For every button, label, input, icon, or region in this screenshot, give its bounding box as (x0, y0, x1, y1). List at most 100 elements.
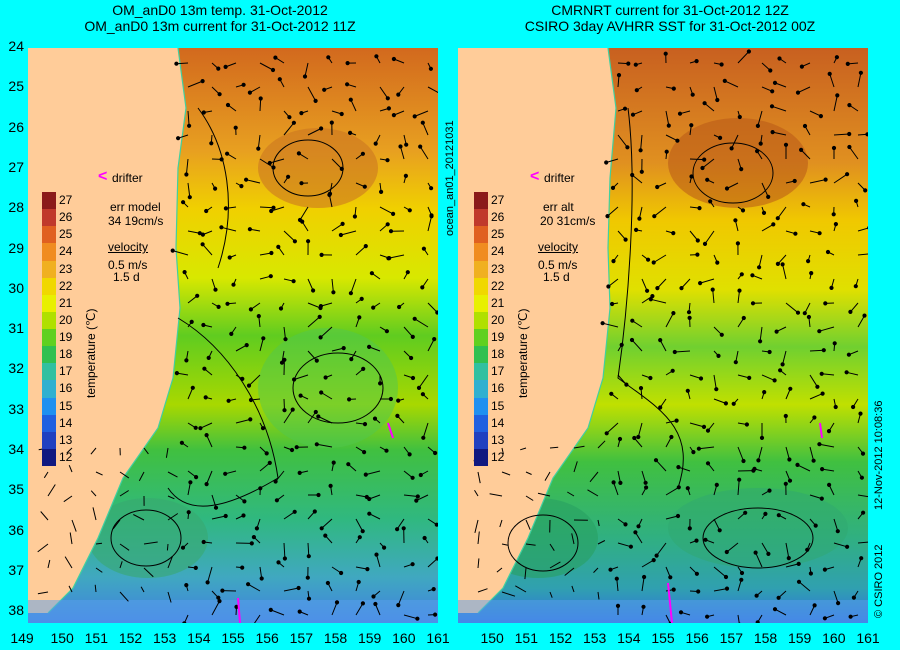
current-vector-head (622, 106, 628, 111)
current-vector-head (759, 435, 765, 440)
current-vector (761, 374, 775, 381)
current-vector-head (638, 386, 644, 391)
current-vector-head (796, 579, 802, 584)
current-vector-head (863, 188, 868, 193)
current-vector-head (724, 586, 730, 591)
colorbar-segment (42, 329, 56, 347)
current-vector-head (198, 426, 203, 431)
current-vector-head (190, 385, 195, 390)
current-vector (699, 278, 715, 284)
colorbar-tick-label: 26 (59, 210, 73, 225)
lat-label: 31 (8, 320, 24, 337)
colorbar-tick-label: 13 (491, 432, 505, 447)
current-vector (211, 494, 217, 508)
current-vector-head (278, 306, 284, 311)
current-vector-head (808, 571, 813, 576)
current-vector (782, 264, 787, 280)
current-vector (653, 206, 667, 217)
current-vector (365, 470, 381, 476)
current-vector-head (687, 315, 692, 320)
current-vector-head (717, 528, 722, 533)
current-vector-head (213, 186, 218, 191)
lat-label: 36 (8, 521, 24, 538)
colorbar-segment (474, 209, 488, 227)
current-vector (331, 278, 334, 293)
current-vector-head (783, 413, 788, 419)
current-vector-head (219, 225, 224, 230)
current-vector (140, 586, 145, 593)
right-colorbar-label: temperature (℃) (516, 308, 530, 398)
current-vector (833, 133, 850, 136)
current-vector-head (860, 451, 866, 456)
current-vector (202, 243, 213, 256)
current-vector-head (217, 92, 222, 97)
current-vector-head (820, 467, 825, 472)
current-vector (245, 179, 261, 184)
current-vector (549, 591, 553, 598)
current-vector (809, 446, 815, 461)
current-vector (331, 602, 338, 616)
current-vector-head (249, 541, 254, 546)
current-vector (759, 326, 763, 342)
current-vector (597, 540, 606, 545)
current-vector-head (634, 88, 639, 93)
current-vector-head (201, 322, 206, 328)
current-vector (653, 254, 667, 263)
colorbar-tick-label: 15 (59, 398, 73, 413)
current-vector-head (193, 425, 198, 430)
current-vector (270, 609, 285, 616)
lat-label: 37 (8, 561, 24, 578)
current-vector-head (271, 205, 276, 210)
current-vector-head (367, 511, 372, 516)
current-vector-head (384, 448, 389, 453)
current-vector (253, 614, 261, 623)
current-vector-head (623, 522, 628, 527)
current-vector-head (326, 55, 331, 60)
current-vector-head (386, 256, 391, 261)
current-vector-head (365, 567, 370, 572)
current-vector (94, 584, 97, 593)
colorbar-tick-label: 19 (491, 330, 505, 344)
current-vector-head (410, 562, 415, 567)
current-vector (477, 588, 488, 593)
current-vector-head (360, 151, 365, 156)
current-vector-head (750, 301, 756, 306)
current-vector-head (225, 301, 230, 306)
current-vector-head (847, 103, 852, 108)
current-vector-head (409, 355, 414, 361)
lon-label: 154 (187, 630, 211, 646)
current-vector-head (820, 391, 825, 396)
current-vector-head (420, 285, 425, 290)
current-vector-head (859, 475, 864, 480)
current-vector-head (793, 231, 798, 236)
current-vector-head (395, 527, 400, 532)
lat-label: 38 (8, 602, 24, 619)
current-vector (68, 585, 73, 593)
current-vector-head (229, 331, 234, 336)
current-vector-head (609, 391, 614, 396)
current-vector-head (216, 66, 221, 71)
right-vel-line1: 0.5 m/s (538, 258, 578, 272)
current-vector (422, 422, 429, 438)
current-vector-head (203, 395, 208, 400)
current-vector-head (418, 472, 423, 478)
current-vector (587, 489, 599, 497)
current-vector-head (405, 270, 410, 275)
current-vector (549, 446, 559, 449)
current-vector-head (833, 404, 838, 410)
current-vector-head (246, 383, 252, 388)
colorbar-tick-label: 26 (491, 210, 505, 225)
current-vector (782, 350, 787, 365)
current-vector-head (407, 208, 412, 213)
current-vector (119, 543, 130, 551)
current-vector-head (200, 232, 205, 237)
current-vector (857, 494, 868, 498)
current-vector-head (184, 172, 189, 177)
current-vector-head (705, 428, 711, 433)
current-vector-head (174, 61, 179, 66)
current-vector-head (386, 106, 391, 111)
current-vector-head (776, 595, 781, 600)
current-vector (379, 206, 394, 215)
current-vector-head (845, 61, 850, 66)
current-vector-head (733, 218, 738, 223)
